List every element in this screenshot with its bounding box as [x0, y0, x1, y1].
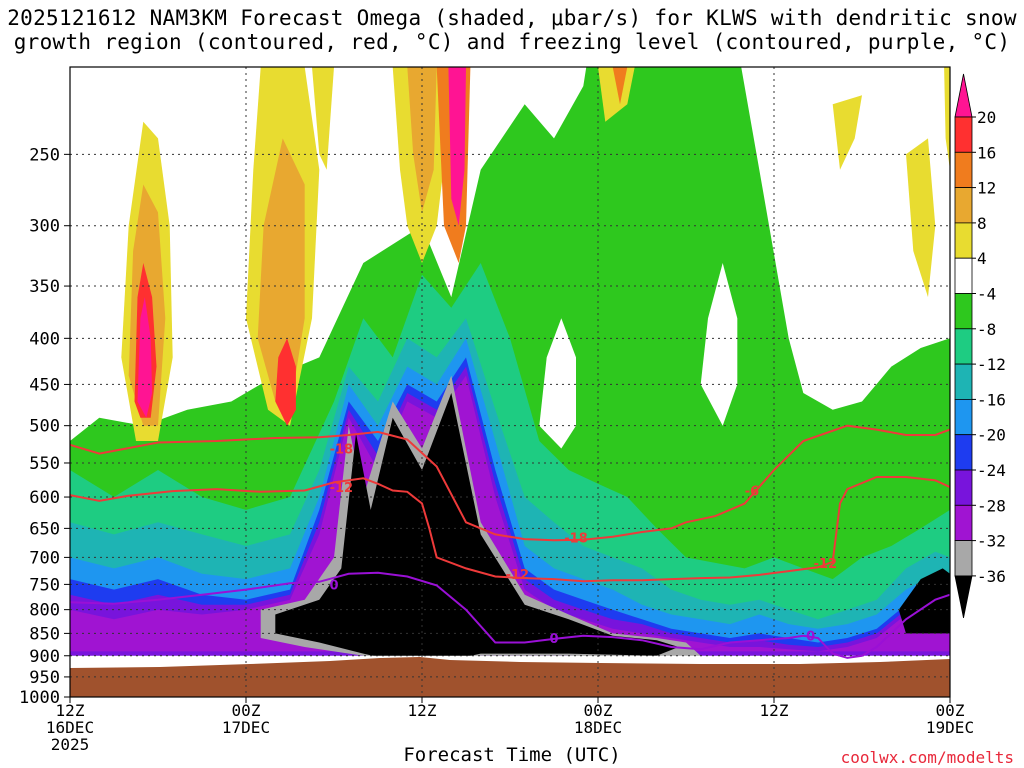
- y-tick-label: 800: [29, 601, 60, 621]
- y-tick-label: 450: [29, 375, 60, 395]
- colorbar-swatch: [954, 257, 973, 294]
- colorbar-swatch: [954, 293, 973, 330]
- colorbar-swatch: [954, 398, 973, 436]
- colorbar-swatch: [954, 73, 973, 118]
- terrain-ground: [70, 657, 950, 697]
- colorbar-swatch: [954, 469, 973, 506]
- x-tick-label: 12Z: [760, 701, 789, 720]
- omega-region: [137, 297, 153, 418]
- omega-region: [275, 393, 679, 667]
- contour-lines: -18 -12 -18 -12 -12 -6 0 0 0: [70, 424, 950, 659]
- omega-region: [312, 67, 334, 170]
- omega-region: [448, 67, 466, 226]
- colorbar-swatch: [954, 540, 973, 577]
- colorbar-label: -24: [977, 461, 1006, 480]
- colorbar-swatch: [954, 222, 973, 259]
- colorbar-label: -4: [977, 285, 996, 304]
- colorbar-label: -16: [977, 390, 1006, 409]
- y-tick-label: 900: [29, 647, 60, 667]
- x-tick-label: 12Z: [56, 701, 85, 720]
- y-tick-label: 750: [29, 575, 60, 595]
- colorbar: 20 16 12 8 4 -4 -8 -12 -16 -20 -24 -28 -32 -36: [954, 73, 1006, 618]
- x-tick-label: 12Z: [408, 701, 437, 720]
- contour-label: -12: [330, 481, 354, 496]
- contour-label: -12: [506, 568, 530, 583]
- credit-text: coolwx.com/modelts: [840, 748, 1014, 767]
- y-tick-label: 1000: [19, 688, 60, 708]
- colorbar-label: -28: [977, 496, 1006, 515]
- colorbar-swatch: [954, 575, 973, 618]
- x-tick-label: 00Z: [232, 701, 261, 720]
- y-tick-label: 850: [29, 624, 60, 644]
- omega-region: [275, 338, 296, 426]
- dendritic-contour: [70, 476, 950, 583]
- y-tick-label: 350: [29, 277, 60, 297]
- y-tick-label: 600: [29, 488, 60, 508]
- contour-label: -18: [330, 442, 354, 457]
- y-axis-pressure: 250 300 350 400 450 500 550 600 650 700 750 800 850 9…: [19, 145, 70, 708]
- y-tick-label: 650: [29, 519, 60, 539]
- contour-label: 0: [549, 632, 558, 647]
- colorbar-swatch: [954, 504, 973, 541]
- grid-lines: [70, 67, 950, 697]
- colorbar-label: -12: [977, 355, 1006, 374]
- omega-region: [598, 67, 635, 122]
- omega-region: [70, 338, 950, 673]
- colorbar-label: 8: [977, 214, 987, 233]
- colorbar-label: -8: [977, 320, 996, 339]
- colorbar-swatch: [954, 151, 973, 189]
- x-axis-title: Forecast Time (UTC): [403, 744, 621, 766]
- colorbar-label: 4: [977, 249, 987, 268]
- colorbar-label: 12: [977, 179, 996, 198]
- colorbar-swatch: [954, 116, 973, 153]
- y-tick-label: 300: [29, 217, 60, 237]
- omega-region: [906, 138, 936, 298]
- contour-label: -18: [564, 531, 588, 546]
- chart-title-line-2: growth region (contoured, red, °C) and f…: [13, 30, 1011, 54]
- colorbar-swatch: [954, 363, 973, 400]
- omega-region: [832, 95, 862, 170]
- y-tick-label: 250: [29, 145, 60, 165]
- y-tick-label: 550: [29, 454, 60, 474]
- colorbar-label: -20: [977, 426, 1006, 445]
- chart-title-line-1: 2025121612 NAM3KM Forecast Omega (shaded…: [7, 6, 1017, 30]
- colorbar-label: 16: [977, 143, 996, 162]
- contour-label: 0: [806, 630, 815, 645]
- dendritic-contour: [70, 424, 950, 542]
- colorbar-label: -32: [977, 532, 1006, 551]
- colorbar-swatch: [954, 187, 973, 224]
- x-tick-label: 18DEC: [574, 718, 622, 737]
- y-tick-label: 700: [29, 548, 60, 568]
- omega-region: [700, 263, 738, 426]
- x-tick-label: 00Z: [584, 701, 613, 720]
- y-tick-label: 950: [29, 668, 60, 688]
- contour-label: -12: [814, 557, 838, 572]
- omega-region: [612, 67, 628, 105]
- freezing-level-contour: [70, 571, 950, 659]
- omega-region: [257, 138, 305, 410]
- x-tick-label: 16DEC: [46, 718, 94, 737]
- x-tick-label: 00Z: [936, 701, 965, 720]
- x-tick-label: 17DEC: [222, 718, 270, 737]
- y-tick-label: 500: [29, 417, 60, 437]
- omega-region: [944, 67, 950, 170]
- plot-area: -18 -12 -18 -12 -12 -6 0 0 0: [70, 67, 950, 697]
- colorbar-swatch: [954, 434, 973, 471]
- omega-region: [898, 568, 950, 634]
- x-tick-label: 19DEC: [926, 718, 974, 737]
- y-tick-label: 400: [29, 329, 60, 349]
- plot-frame: [69, 66, 951, 698]
- omega-region: [539, 318, 576, 449]
- colorbar-swatch: [954, 328, 973, 365]
- contour-label: -6: [745, 484, 759, 499]
- contour-label: 0: [329, 578, 338, 593]
- colorbar-label: 20: [977, 108, 996, 127]
- x-tick-label: 2025: [51, 735, 90, 754]
- colorbar-label: -36: [977, 567, 1006, 586]
